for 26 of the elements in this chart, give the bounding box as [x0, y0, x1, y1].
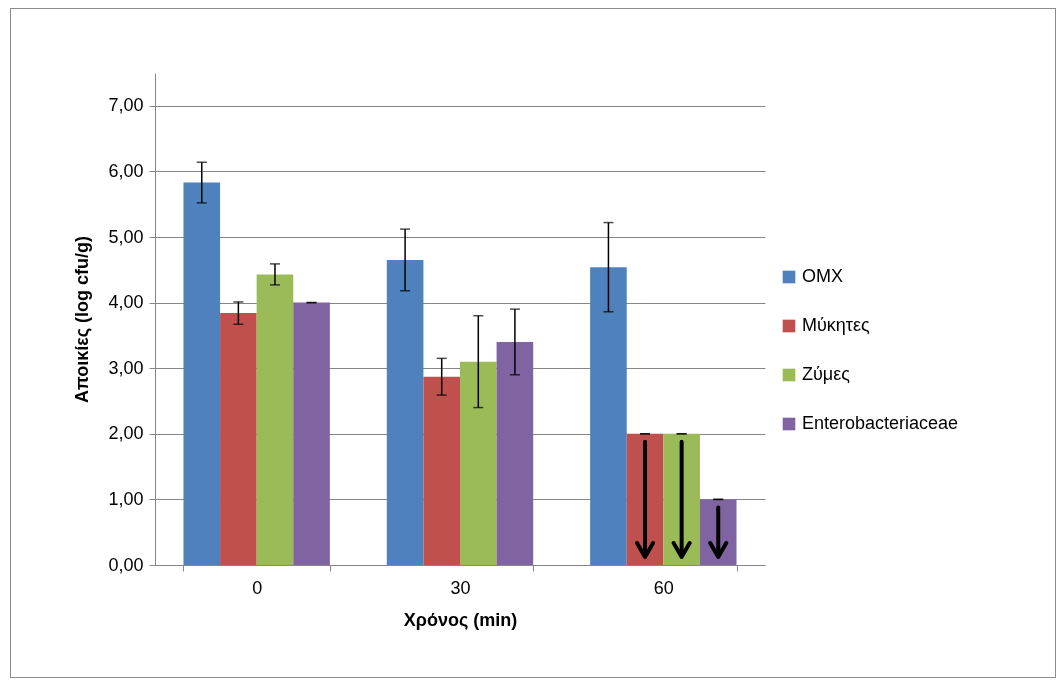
y-tick-label: 1,00	[108, 488, 144, 509]
legend-label: Μύκητες	[802, 315, 870, 335]
y-tick-label: 5,00	[108, 226, 144, 247]
y-tick-label: 2,00	[108, 423, 144, 444]
legend-label: Enterobacteriaceae	[802, 413, 959, 433]
x-axis-title: Χρόνος (min)	[403, 609, 518, 630]
bar	[183, 182, 221, 565]
x-tick-label: 30	[450, 577, 471, 598]
bar	[220, 313, 257, 565]
bar	[423, 376, 460, 565]
bar	[386, 259, 424, 565]
bar	[590, 267, 627, 565]
y-tick-label: 4,00	[108, 292, 144, 313]
x-tick-label: 60	[653, 577, 674, 598]
legend-label: ΟΜΧ	[802, 266, 844, 286]
bar	[460, 361, 497, 565]
y-tick-label: 0,00	[108, 554, 144, 575]
bar	[293, 302, 330, 565]
x-tick-label: 0	[252, 577, 263, 598]
y-axis-title: Αποικίες (log cfu/g)	[72, 235, 93, 404]
y-tick-label: 7,00	[108, 95, 144, 116]
legend-label: Ζύμες	[802, 364, 851, 384]
bar	[496, 341, 534, 565]
y-tick-label: 6,00	[108, 160, 144, 181]
y-tick-label: 3,00	[108, 357, 144, 378]
bar	[256, 274, 294, 565]
